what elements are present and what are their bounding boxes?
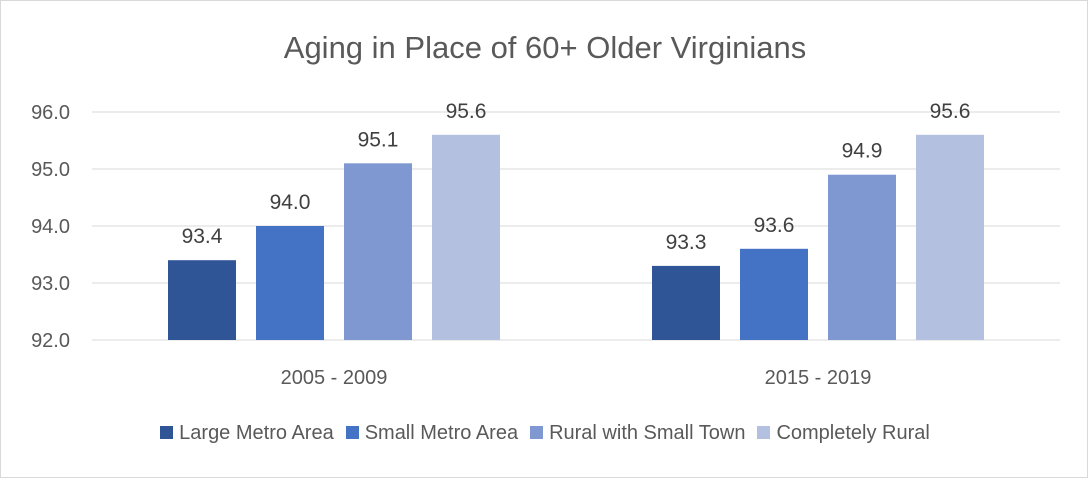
y-tick-label: 94.0 — [31, 216, 70, 238]
legend-item: Rural with Small Town — [530, 422, 745, 445]
y-axis-ticks: 92.0 93.0 94.0 95.0 96.0 — [31, 102, 70, 352]
legend-item: Large Metro Area — [160, 422, 334, 445]
bar — [432, 134, 500, 340]
bar — [652, 265, 720, 340]
bar — [168, 260, 236, 340]
data-label: 94.0 — [270, 191, 311, 214]
data-labels: 93.4 94.0 95.1 95.6 93.3 93.6 94.9 95.6 — [182, 100, 971, 254]
legend-label: Completely Rural — [776, 422, 930, 444]
gridlines — [92, 111, 1060, 341]
legend-item: Small Metro Area — [345, 422, 519, 445]
legend-swatch — [345, 426, 359, 439]
bar — [344, 163, 412, 340]
legend-item: Completely Rural — [757, 422, 930, 445]
y-tick-label: 95.0 — [31, 159, 70, 181]
bar — [740, 248, 808, 340]
bars — [168, 134, 984, 340]
legend-label: Small Metro Area — [364, 422, 519, 444]
y-tick-label: 92.0 — [31, 330, 70, 352]
legend-swatch — [757, 426, 771, 439]
legend-swatch — [160, 426, 174, 439]
legend: Large Metro Area Small Metro Area Rural wi… — [0, 422, 1090, 445]
data-label: 95.6 — [930, 100, 971, 123]
legend-label: Rural with Small Town — [549, 422, 746, 444]
bar — [828, 174, 896, 340]
legend-label: Large Metro Area — [179, 422, 334, 444]
bar — [256, 226, 324, 340]
x-axis-categories: 2005 - 2009 2015 - 2019 — [281, 367, 872, 389]
y-tick-label: 96.0 — [31, 102, 70, 124]
x-category-label: 2015 - 2019 — [765, 367, 872, 389]
y-tick-label: 93.0 — [31, 273, 70, 295]
legend-swatch — [530, 426, 544, 439]
x-category-label: 2005 - 2009 — [281, 367, 388, 389]
data-label: 93.6 — [754, 214, 795, 237]
bar — [916, 134, 984, 340]
chart-title: Aging in Place of 60+ Older Virginians — [283, 30, 807, 65]
data-label: 94.9 — [842, 140, 883, 163]
data-label: 95.1 — [358, 128, 399, 151]
data-label: 93.3 — [666, 231, 707, 254]
data-label: 93.4 — [182, 225, 223, 248]
data-label: 95.6 — [446, 100, 487, 123]
